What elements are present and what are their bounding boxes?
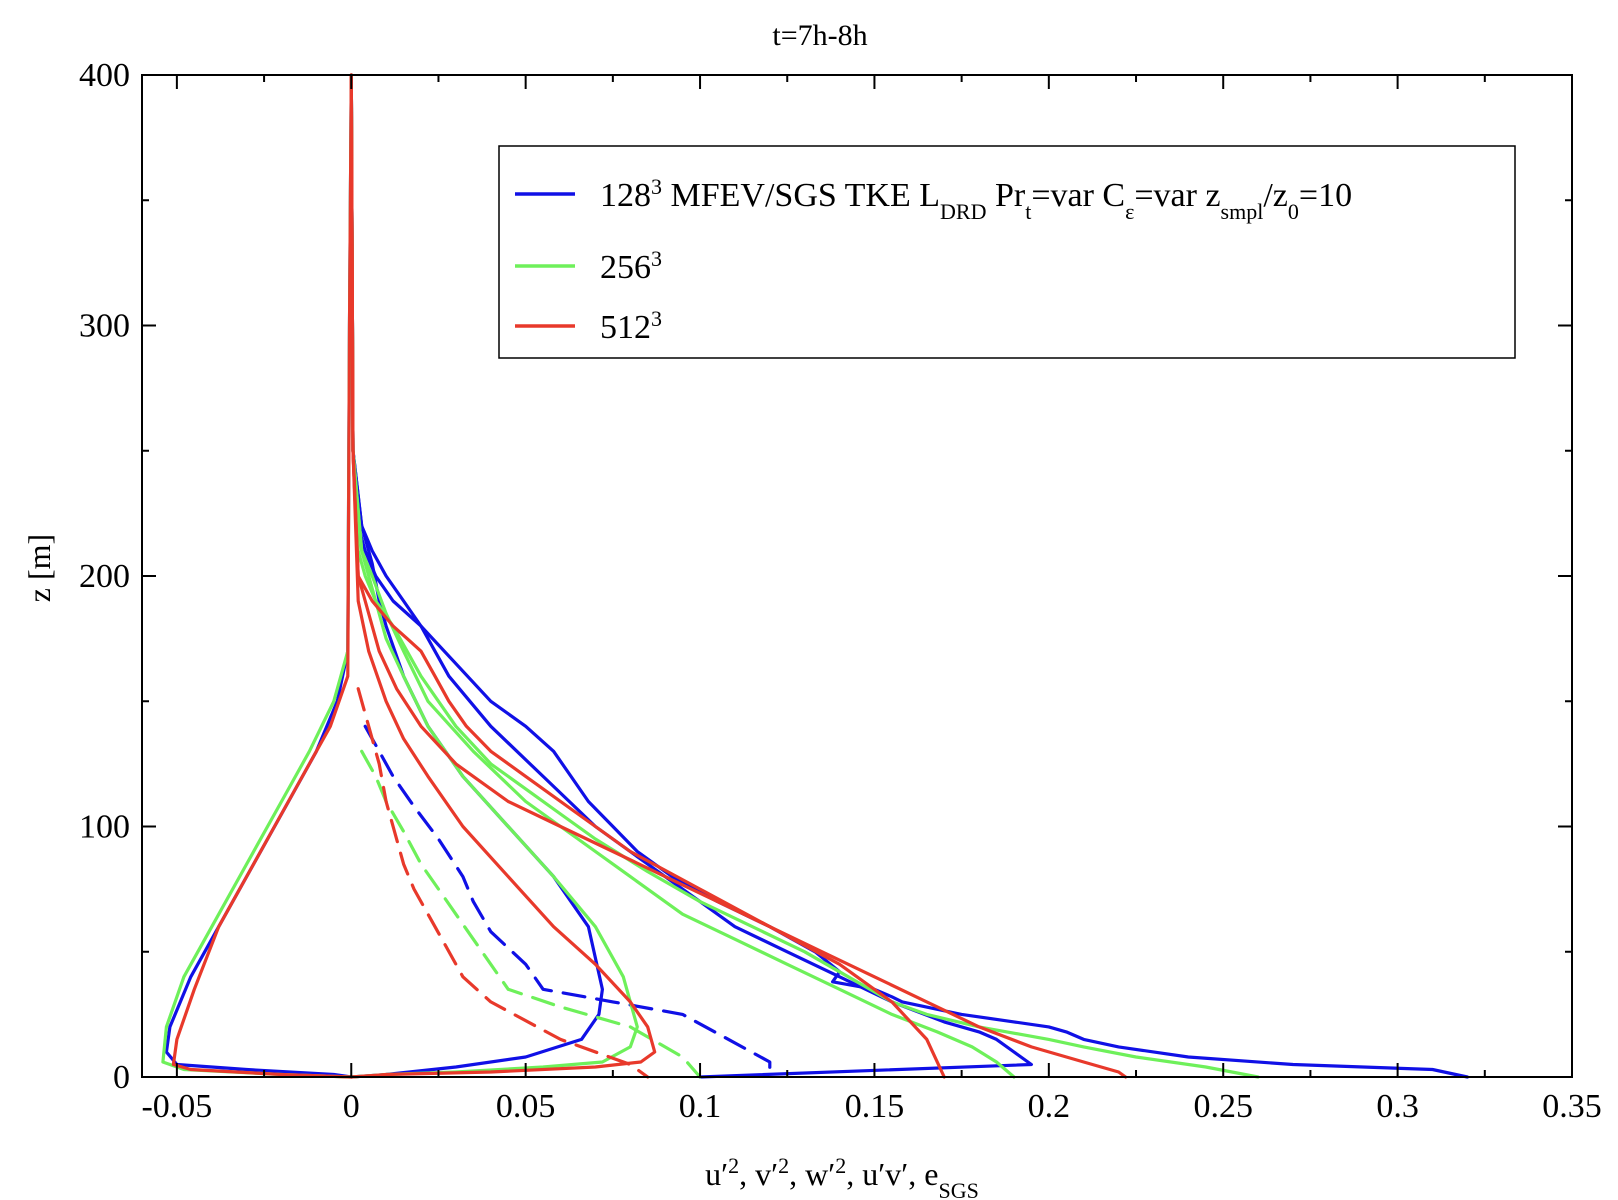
legend-box [498,145,1516,359]
series-line [161,73,353,1079]
series-line [356,687,650,1079]
x-tick-labels: -0.05 0 0.05 0.1 0.15 0.2 0.25 0.3 0.35 [141,1088,1601,1125]
series-line [349,73,639,1079]
x-tick-label: -0.05 [141,1088,212,1125]
series-line [171,73,353,1079]
series-line [164,73,353,1079]
legend-label: 5123 [600,306,662,347]
axis-ticks [142,74,1573,1078]
x-axis-label: u′2, v′2, w′2, u′v′, eSGS [705,1153,979,1200]
series-line [360,749,702,1079]
legend: 1283 MFEV/SGS TKE LDRD Prt=var Cε=var zs… [498,145,1516,359]
series-line [349,73,1128,1079]
x-tick-label: 0.3 [1376,1088,1419,1125]
y-tick-label: 100 [79,809,130,846]
x-tick-label: 0.25 [1193,1088,1253,1125]
x-tick-label: 0.15 [845,1088,905,1125]
x-tick-label: 0.2 [1028,1088,1071,1125]
x-tick-label: 0.1 [679,1088,722,1125]
x-tick-label: 0 [343,1088,360,1125]
y-tick-label: 400 [79,57,130,94]
series-line [349,73,1016,1079]
y-tick-label: 0 [113,1059,130,1096]
x-tick-label: 0.05 [496,1088,556,1125]
y-tick-label: 300 [79,308,130,345]
series-line [349,73,946,1079]
legend-label: 2563 [600,246,662,287]
series-line [363,724,772,1079]
x-tick-label: 0.35 [1542,1088,1602,1125]
legend-label: 1283 MFEV/SGS TKE LDRD Prt=var Cε=var zs… [600,174,1352,224]
chart-title: t=7h-8h [772,19,867,52]
series-line [349,73,657,1079]
series-line [349,73,1034,1079]
y-tick-label: 200 [79,558,130,595]
y-axis-label: z [m] [21,534,57,602]
y-tick-labels: 0 100 200 300 400 [79,57,130,1096]
plot-series-group [161,73,1470,1079]
